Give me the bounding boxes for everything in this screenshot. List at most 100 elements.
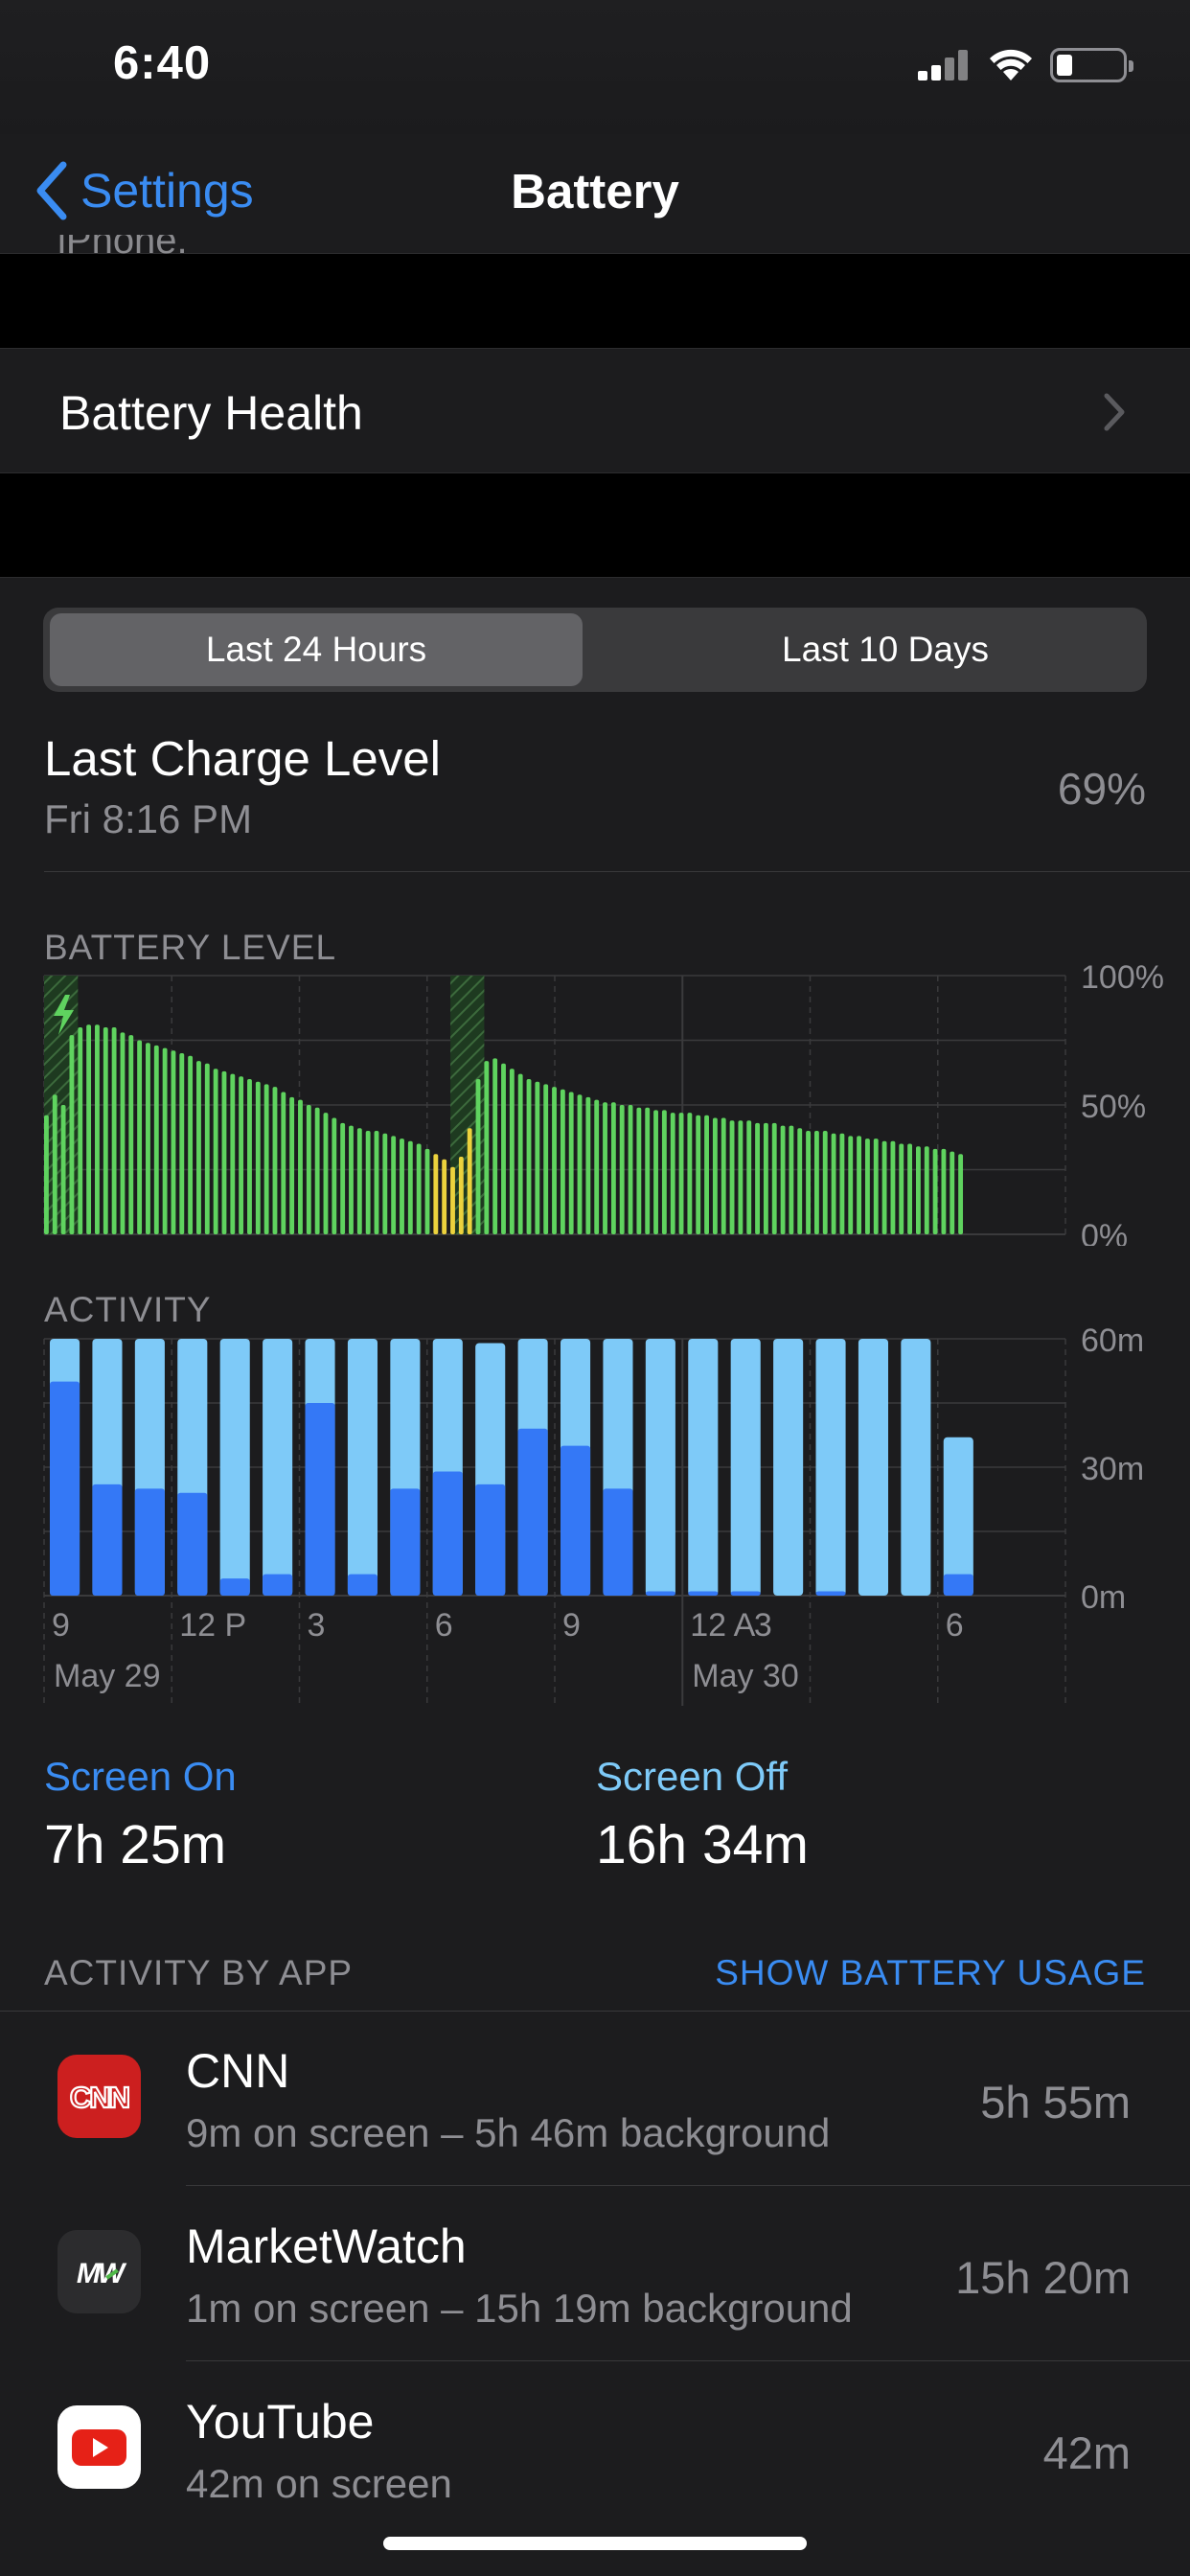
battery-level-bar [552, 1087, 557, 1234]
activity-x-tick-label: 9 [562, 1607, 581, 1644]
svg-text:CNN: CNN [70, 2081, 129, 2114]
activity-screen-on-bar [219, 1578, 250, 1596]
activity-y-tick-label: 0m [1081, 1579, 1126, 1616]
battery-level-bar [467, 1128, 472, 1234]
battery-level-chart: 100% 50% 0% [43, 959, 1164, 1246]
battery-level-bar [543, 1084, 549, 1234]
last-charge-title: Last Charge Level [44, 731, 441, 786]
back-button[interactable]: Settings [34, 157, 254, 224]
battery-level-bar [349, 1125, 354, 1234]
battery-level-bar [661, 1110, 667, 1234]
battery-level-bar [738, 1120, 744, 1234]
activity-screen-on-bar [432, 1471, 463, 1596]
battery-level-bar [69, 1035, 75, 1234]
battery-level-bar [323, 1113, 329, 1234]
battery-level-bar [239, 1076, 244, 1234]
battery-level-bar [111, 1027, 117, 1234]
battery-level-bar [255, 1081, 261, 1234]
battery-level-bar [179, 1053, 185, 1234]
segment-last-24-hours[interactable]: Last 24 Hours [50, 613, 583, 686]
show-battery-usage-button[interactable]: SHOW BATTERY USAGE [715, 1953, 1146, 1992]
battery-level-bar [475, 1079, 481, 1234]
activity-screen-on-bar [943, 1574, 973, 1596]
activity-screen-on-bar [305, 1403, 335, 1596]
last-charge-time: Fri 8:16 PM [44, 796, 253, 841]
battery-level-bar [780, 1125, 786, 1234]
battery-level-bar [729, 1120, 735, 1234]
battery-level-bar [610, 1102, 616, 1234]
navigation-bar: Settings Battery [0, 134, 1190, 254]
app-row-youtube[interactable]: YouTube 42m on screen 42m [0, 2361, 1190, 2537]
battery-y-tick-label: 0% [1081, 1218, 1128, 1246]
app-row-marketwatch[interactable]: MW MarketWatch 1m on screen – 15h 19m ba… [0, 2186, 1190, 2361]
activity-screen-off-bar [943, 1437, 973, 1596]
battery-level-bar [263, 1084, 269, 1234]
battery-level-bar [332, 1117, 337, 1234]
activity-screen-off-bar [815, 1339, 846, 1596]
activity-screen-on-bar [645, 1591, 675, 1596]
activity-x-tick-label: 9 [52, 1607, 70, 1644]
battery-level-bar [374, 1131, 379, 1234]
battery-level-bar [382, 1133, 388, 1234]
activity-by-app-header: ACTIVITY BY APP [44, 1953, 354, 1992]
battery-level-bar [687, 1113, 693, 1234]
screen-off-summary: Screen Off 16h 34m [596, 1754, 809, 1876]
app-usage-total: 42m [1042, 2427, 1131, 2478]
chevron-right-icon [1104, 393, 1125, 431]
battery-level-bar [433, 1154, 439, 1234]
battery-level-bar [755, 1122, 760, 1234]
battery-level-bar [86, 1024, 92, 1234]
activity-screen-on-bar [50, 1381, 80, 1596]
battery-level-bar [822, 1131, 828, 1234]
status-bar: 6:40 [0, 0, 1190, 134]
activity-y-tick-label: 60m [1081, 1322, 1144, 1359]
marketwatch-logo-icon: MW [77, 2258, 130, 2289]
screen-on-label: Screen On [44, 1754, 237, 1799]
battery-level-bar [44, 1115, 49, 1234]
battery-level-bar [78, 1027, 83, 1234]
segment-last-10-days[interactable]: Last 10 Days [782, 630, 989, 669]
marketwatch-app-icon: MW [57, 2230, 141, 2313]
battery-level-bar [839, 1133, 845, 1234]
battery-level-bar [594, 1099, 600, 1234]
scrolled-footer-text: iPhone. [57, 235, 188, 262]
battery-level-bar [230, 1073, 236, 1234]
battery-level-bar [670, 1113, 675, 1234]
battery-level-bar [526, 1079, 532, 1234]
battery-level-bar [95, 1024, 100, 1234]
cnn-logo-icon: CNN [69, 2080, 132, 2115]
home-indicator[interactable] [383, 2537, 807, 2550]
youtube-logo-icon [72, 2429, 126, 2466]
screen-off-value: 16h 34m [596, 1814, 809, 1875]
youtube-app-icon [57, 2405, 141, 2489]
page-title: Battery [511, 164, 679, 218]
activity-x-tick-label: 6 [435, 1607, 453, 1644]
last-charge-value: 69% [1057, 764, 1146, 814]
divider [186, 2185, 1190, 2186]
battery-level-bar [924, 1146, 929, 1234]
activity-screen-on-bar [475, 1484, 506, 1596]
status-time: 6:40 [113, 37, 212, 89]
battery-level-bar [813, 1131, 819, 1234]
activity-screen-off-bar [347, 1339, 378, 1596]
app-row-cnn[interactable]: CNN CNN 9m on screen – 5h 46m background… [0, 2011, 1190, 2186]
cnn-app-icon: CNN [57, 2055, 141, 2138]
battery-level-bar [848, 1136, 854, 1234]
battery-level-bar [153, 1045, 159, 1234]
battery-level-bar [247, 1079, 252, 1234]
battery-health-row[interactable]: Battery Health [0, 348, 1190, 473]
battery-level-bar [137, 1040, 143, 1234]
activity-screen-on-bar [134, 1488, 165, 1596]
battery-level-bar [298, 1099, 303, 1234]
battery-level-bar [204, 1063, 210, 1234]
battery-level-bar [400, 1138, 404, 1234]
battery-level-bar [890, 1140, 896, 1234]
battery-level-bar [146, 1043, 150, 1234]
activity-screen-on-bar [347, 1574, 378, 1596]
battery-level-bar [52, 1094, 57, 1234]
battery-level-bar [221, 1070, 227, 1234]
divider [186, 2360, 1190, 2361]
battery-level-bar [501, 1063, 506, 1234]
battery-level-bar [492, 1058, 498, 1234]
